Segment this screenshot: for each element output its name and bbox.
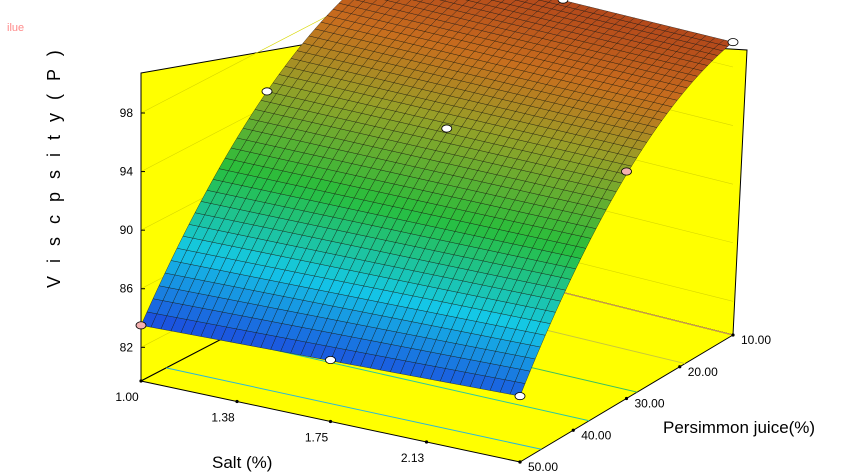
- surface-cell: [384, 0, 389, 1]
- floor-contour-0: [166, 367, 542, 450]
- design-point-4: [441, 124, 453, 133]
- response-surface: [140, 0, 734, 397]
- y-axis-ticks: 50.00 40.00 30.00 20.00 10.00: [518, 333, 771, 473]
- surface-cell: [539, 0, 552, 3]
- y-tick-mark-4: [731, 333, 735, 337]
- x-tick-mark-0: [139, 379, 143, 383]
- surface-cell: [439, 0, 447, 2]
- x-axis-title: Salt (%): [212, 453, 272, 472]
- z-tick-label-2: 90: [120, 223, 134, 237]
- y-tick-label-0: 50.00: [528, 460, 558, 473]
- surface-cell: [355, 0, 366, 2]
- design-point-0: [135, 321, 147, 330]
- x-tick-label-4: 2.50: [494, 471, 518, 473]
- design-point-7: [557, 0, 569, 4]
- y-tick-mark-1: [571, 428, 575, 432]
- y-axis-title: Persimmon juice(%): [663, 418, 815, 437]
- y-tick-label-2: 30.00: [635, 397, 665, 411]
- surface-cell: [412, 0, 423, 2]
- design-point-2: [514, 392, 526, 401]
- z-tick-label-3: 94: [120, 165, 134, 179]
- design-point-5: [621, 167, 632, 176]
- x-tick-label-0: 1.00: [115, 390, 139, 404]
- corner-label: ilue: [7, 22, 25, 34]
- y-tick-mark-0: [518, 460, 522, 464]
- z-tick-label-4: 98: [120, 106, 134, 120]
- design-point-3: [261, 87, 273, 96]
- x-tick-label-2: 1.75: [305, 431, 329, 445]
- y-tick-mark-3: [678, 365, 682, 369]
- surface-cell: [491, 0, 505, 3]
- z-axis-title: V i s c p s i t y ( P ): [44, 46, 64, 288]
- y-tick-mark-2: [624, 396, 629, 401]
- surface-cell: [515, 0, 529, 3]
- x-tick-mark-1: [235, 399, 239, 404]
- z-axis-ticks: 82 86 90 94 98: [120, 106, 145, 354]
- y-tick-label-3: 20.00: [688, 365, 718, 379]
- x-axis-ticks: 1.00 1.38 1.75 2.13 2.50: [115, 379, 522, 473]
- design-point-1: [325, 355, 336, 364]
- surface-cell: [444, 0, 458, 4]
- surface-cell: [468, 0, 482, 3]
- x-tick-label-3: 2.13: [401, 451, 425, 465]
- design-point-8: [727, 38, 739, 47]
- design-points: [135, 0, 739, 401]
- surface-cell: [396, 0, 412, 6]
- surface-cell: [338, 0, 354, 6]
- z-tick-label-1: 86: [120, 282, 134, 296]
- x-tick-label-1: 1.38: [211, 411, 235, 425]
- x-tick-mark-3: [424, 440, 429, 444]
- y-tick-label-4: 10.00: [741, 333, 771, 347]
- z-tick-label-0: 82: [120, 340, 134, 354]
- surface-cell: [387, 0, 400, 3]
- y-tick-label-1: 40.00: [581, 428, 611, 442]
- x-tick-mark-2: [328, 419, 333, 424]
